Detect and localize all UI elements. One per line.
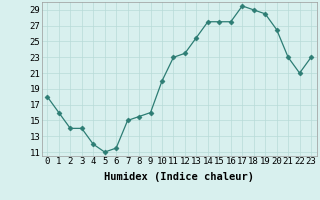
X-axis label: Humidex (Indice chaleur): Humidex (Indice chaleur) [104, 172, 254, 182]
